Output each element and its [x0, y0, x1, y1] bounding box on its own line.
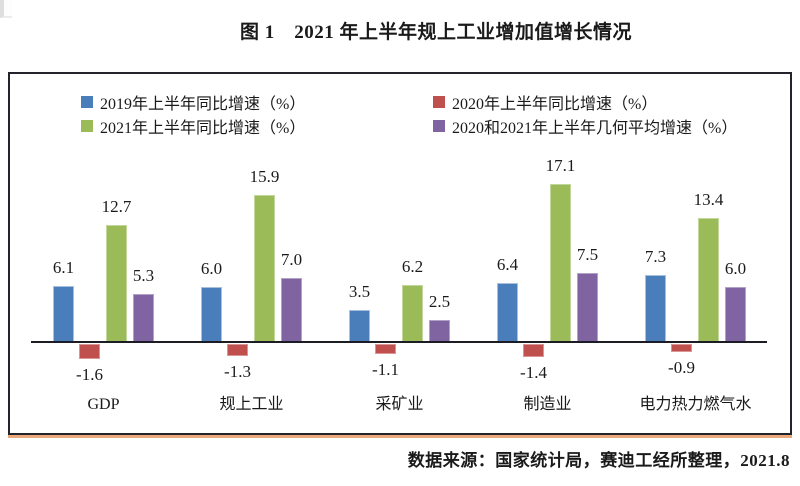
- category-label: 制造业: [523, 396, 572, 413]
- plot-area: 2019年上半年同比增速（%） 2020年上半年同比增速（%） 2021年上半年同比…: [10, 74, 790, 433]
- legend-item-geomean: 2020和2021年上半年几何平均增速（%）: [433, 114, 737, 138]
- legend-label: 2020和2021年上半年几何平均增速（%）: [452, 120, 738, 137]
- category-label: 采矿业: [375, 396, 424, 413]
- chart-bar-2020h1-采矿业: [375, 344, 396, 354]
- chart-bar-geomean-规上工业: [281, 278, 302, 343]
- chart-bar-2019h1-电力热力燃气水: [645, 275, 666, 343]
- bar-value-label: 6.2: [401, 257, 424, 276]
- bar-value-label: 12.7: [101, 197, 132, 216]
- legend-swatch-icon: [433, 120, 445, 132]
- bar-value-label: 3.5: [348, 282, 371, 301]
- bar-value-label: 6.1: [52, 258, 75, 277]
- bar-value-label: 6.4: [496, 255, 519, 274]
- legend-item-2021h1: 2021年上半年同比增速（%）: [81, 114, 305, 138]
- bar-value-label: 17.1: [545, 156, 576, 175]
- bar-value-label: 7.5: [576, 245, 599, 264]
- chart-bar-2021h1-电力热力燃气水: [698, 218, 719, 343]
- chart-bar-2019h1-制造业: [497, 283, 518, 343]
- chart-bar-2020h1-电力热力燃气水: [671, 344, 692, 352]
- legend-label: 2019年上半年同比增速（%）: [100, 96, 306, 113]
- chart-bar-2019h1-GDP: [53, 286, 74, 343]
- bar-value-label: -1.1: [372, 360, 399, 379]
- chart-bar-geomean-GDP: [133, 294, 154, 343]
- chart-bar-geomean-电力热力燃气水: [725, 287, 746, 343]
- legend-label: 2020年上半年同比增速（%）: [452, 96, 658, 113]
- bar-value-label: 7.0: [280, 250, 303, 269]
- bar-value-label: -1.6: [76, 365, 103, 384]
- legend-swatch-icon: [433, 96, 445, 108]
- figure-title: 图 1 2021 年上半年规上工业增加值增长情况: [239, 22, 632, 43]
- category-label: 规上工业: [219, 396, 284, 413]
- chart-frame: 2019年上半年同比增速（%） 2020年上半年同比增速（%） 2021年上半年同比…: [8, 72, 792, 435]
- bar-value-label: 15.9: [249, 167, 280, 186]
- chart-bar-geomean-采矿业: [429, 320, 450, 343]
- bar-value-label: 6.0: [724, 259, 747, 278]
- chart-bar-2020h1-GDP: [79, 344, 100, 359]
- source-note: 数据来源：国家统计局，赛迪工经所整理，2021.8: [407, 451, 790, 470]
- chart-bar-2019h1-采矿业: [349, 310, 370, 343]
- x-axis-line: [31, 341, 767, 343]
- legend-item-2019h1: 2019年上半年同比增速（%）: [81, 90, 305, 114]
- category-label: 电力热力燃气水: [639, 396, 752, 413]
- chart-bar-2020h1-规上工业: [227, 344, 248, 356]
- bar-value-label: 6.0: [200, 259, 223, 278]
- chart-bar-2020h1-制造业: [523, 344, 544, 357]
- window-edge-artifact: [0, 0, 12, 18]
- chart-bar-geomean-制造业: [577, 273, 598, 343]
- chart-bar-2019h1-规上工业: [201, 287, 222, 343]
- bar-value-label: 7.3: [644, 247, 667, 266]
- bar-value-label: 13.4: [693, 190, 724, 209]
- bar-value-label: -0.9: [668, 358, 695, 377]
- bar-value-label: -1.3: [224, 362, 251, 381]
- legend-swatch-icon: [81, 96, 93, 108]
- bar-value-label: -1.4: [520, 363, 547, 382]
- legend-swatch-icon: [81, 120, 93, 132]
- legend-item-2020h1: 2020年上半年同比增速（%）: [433, 90, 657, 114]
- category-label: GDP: [87, 396, 120, 413]
- legend-label: 2021年上半年同比增速（%）: [100, 120, 306, 137]
- bar-value-label: 5.3: [132, 266, 155, 285]
- bar-value-label: 2.5: [428, 292, 451, 311]
